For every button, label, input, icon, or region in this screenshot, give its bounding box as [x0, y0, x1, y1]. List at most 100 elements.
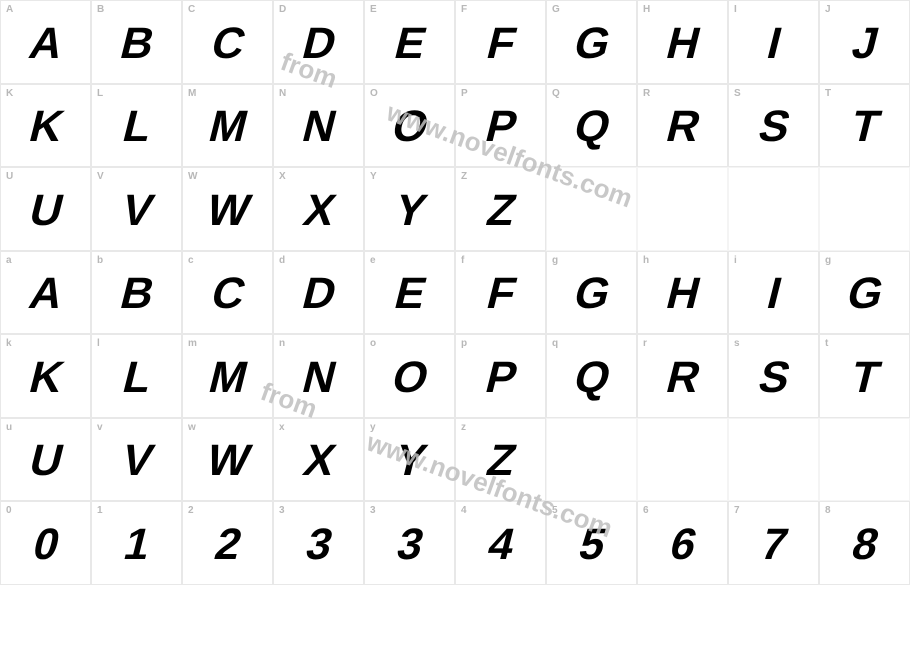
glyph-cell: BB — [91, 0, 182, 84]
cell-key-label: D — [279, 4, 286, 15]
glyph-cell: wW — [182, 418, 273, 502]
glyph-cell: eE — [364, 251, 455, 335]
cell-key-label: H — [643, 4, 650, 15]
cell-glyph: 0 — [28, 520, 64, 570]
cell-key-label: U — [6, 171, 13, 182]
glyph-cell: YY — [364, 167, 455, 251]
cell-key-label: o — [370, 338, 376, 349]
cell-glyph: G — [842, 269, 888, 319]
cell-glyph: P — [480, 353, 521, 403]
cell-glyph: N — [297, 353, 340, 403]
cell-glyph: D — [297, 19, 340, 69]
glyph-cell: NN — [273, 84, 364, 168]
cell-glyph: 4 — [483, 520, 519, 570]
cell-glyph: T — [845, 353, 883, 403]
glyph-cell: GG — [546, 0, 637, 84]
glyph-cell: CC — [182, 0, 273, 84]
glyph-cell: WW — [182, 167, 273, 251]
glyph-cell: JJ — [819, 0, 910, 84]
cell-key-label: 5 — [552, 505, 558, 516]
glyph-cell: iI — [728, 251, 819, 335]
cell-glyph: I — [762, 19, 786, 69]
cell-glyph: M — [203, 102, 251, 152]
glyph-cell: qQ — [546, 334, 637, 418]
glyph-cell — [637, 418, 728, 502]
glyph-cell — [546, 418, 637, 502]
cell-key-label: K — [6, 88, 13, 99]
cell-glyph: J — [847, 19, 883, 69]
glyph-cell: vV — [91, 418, 182, 502]
cell-glyph: G — [569, 19, 615, 69]
cell-key-label: S — [734, 88, 741, 99]
cell-key-label: 4 — [461, 505, 467, 516]
cell-key-label: 8 — [825, 505, 831, 516]
cell-key-label: B — [97, 4, 104, 15]
glyph-cell — [819, 167, 910, 251]
cell-glyph: W — [201, 186, 254, 236]
glyph-cell: HH — [637, 0, 728, 84]
cell-key-label: m — [188, 338, 197, 349]
glyph-cell: lL — [91, 334, 182, 418]
cell-glyph: X — [298, 436, 339, 486]
glyph-cell: KK — [0, 84, 91, 168]
cell-glyph: 5 — [574, 520, 610, 570]
cell-key-label: r — [643, 338, 647, 349]
glyph-cell: 11 — [91, 501, 182, 585]
cell-glyph: Z — [481, 436, 519, 486]
cell-glyph: N — [297, 102, 340, 152]
glyph-cell: rR — [637, 334, 728, 418]
cell-key-label: y — [370, 422, 376, 433]
glyph-cell: LL — [91, 84, 182, 168]
cell-key-label: q — [552, 338, 558, 349]
cell-glyph: Y — [389, 186, 430, 236]
cell-glyph: S — [753, 102, 794, 152]
cell-glyph: B — [115, 269, 158, 319]
cell-key-label: N — [279, 88, 286, 99]
glyph-cell: oO — [364, 334, 455, 418]
cell-key-label: 3 — [370, 505, 376, 516]
glyph-cell: VV — [91, 167, 182, 251]
glyph-cell: xX — [273, 418, 364, 502]
glyph-cell: gG — [819, 251, 910, 335]
cell-glyph: W — [201, 436, 254, 486]
cell-key-label: t — [825, 338, 828, 349]
cell-key-label: 7 — [734, 505, 740, 516]
glyph-cell: bB — [91, 251, 182, 335]
cell-glyph: X — [298, 186, 339, 236]
glyph-cell: 77 — [728, 501, 819, 585]
cell-key-label: a — [6, 255, 12, 266]
cell-key-label: G — [552, 4, 560, 15]
glyph-cell: TT — [819, 84, 910, 168]
glyph-cell: 00 — [0, 501, 91, 585]
glyph-cell — [546, 167, 637, 251]
font-character-grid: AABBCCDDEEFFGGHHIIJJKKLLMMNNOOPPQQRRSSTT… — [0, 0, 910, 585]
cell-glyph: O — [387, 353, 433, 403]
cell-key-label: l — [97, 338, 100, 349]
cell-glyph: M — [203, 353, 251, 403]
glyph-cell: hH — [637, 251, 728, 335]
glyph-cell: EE — [364, 0, 455, 84]
glyph-cell: OO — [364, 84, 455, 168]
cell-glyph: Z — [481, 186, 519, 236]
cell-glyph: Q — [569, 102, 615, 152]
cell-key-label: p — [461, 338, 467, 349]
cell-key-label: u — [6, 422, 12, 433]
glyph-cell: yY — [364, 418, 455, 502]
glyph-cell: cC — [182, 251, 273, 335]
cell-key-label: 6 — [643, 505, 649, 516]
cell-key-label: X — [279, 171, 286, 182]
glyph-cell: DD — [273, 0, 364, 84]
cell-glyph: 3 — [392, 520, 428, 570]
glyph-cell — [728, 167, 819, 251]
glyph-cell: XX — [273, 167, 364, 251]
cell-glyph: B — [115, 19, 158, 69]
cell-glyph: H — [661, 269, 704, 319]
cell-glyph: 8 — [847, 520, 883, 570]
cell-key-label: W — [188, 171, 197, 182]
cell-glyph: D — [297, 269, 340, 319]
glyph-cell: 55 — [546, 501, 637, 585]
cell-glyph: E — [389, 19, 430, 69]
glyph-cell: AA — [0, 0, 91, 84]
glyph-cell: 44 — [455, 501, 546, 585]
glyph-cell: ZZ — [455, 167, 546, 251]
